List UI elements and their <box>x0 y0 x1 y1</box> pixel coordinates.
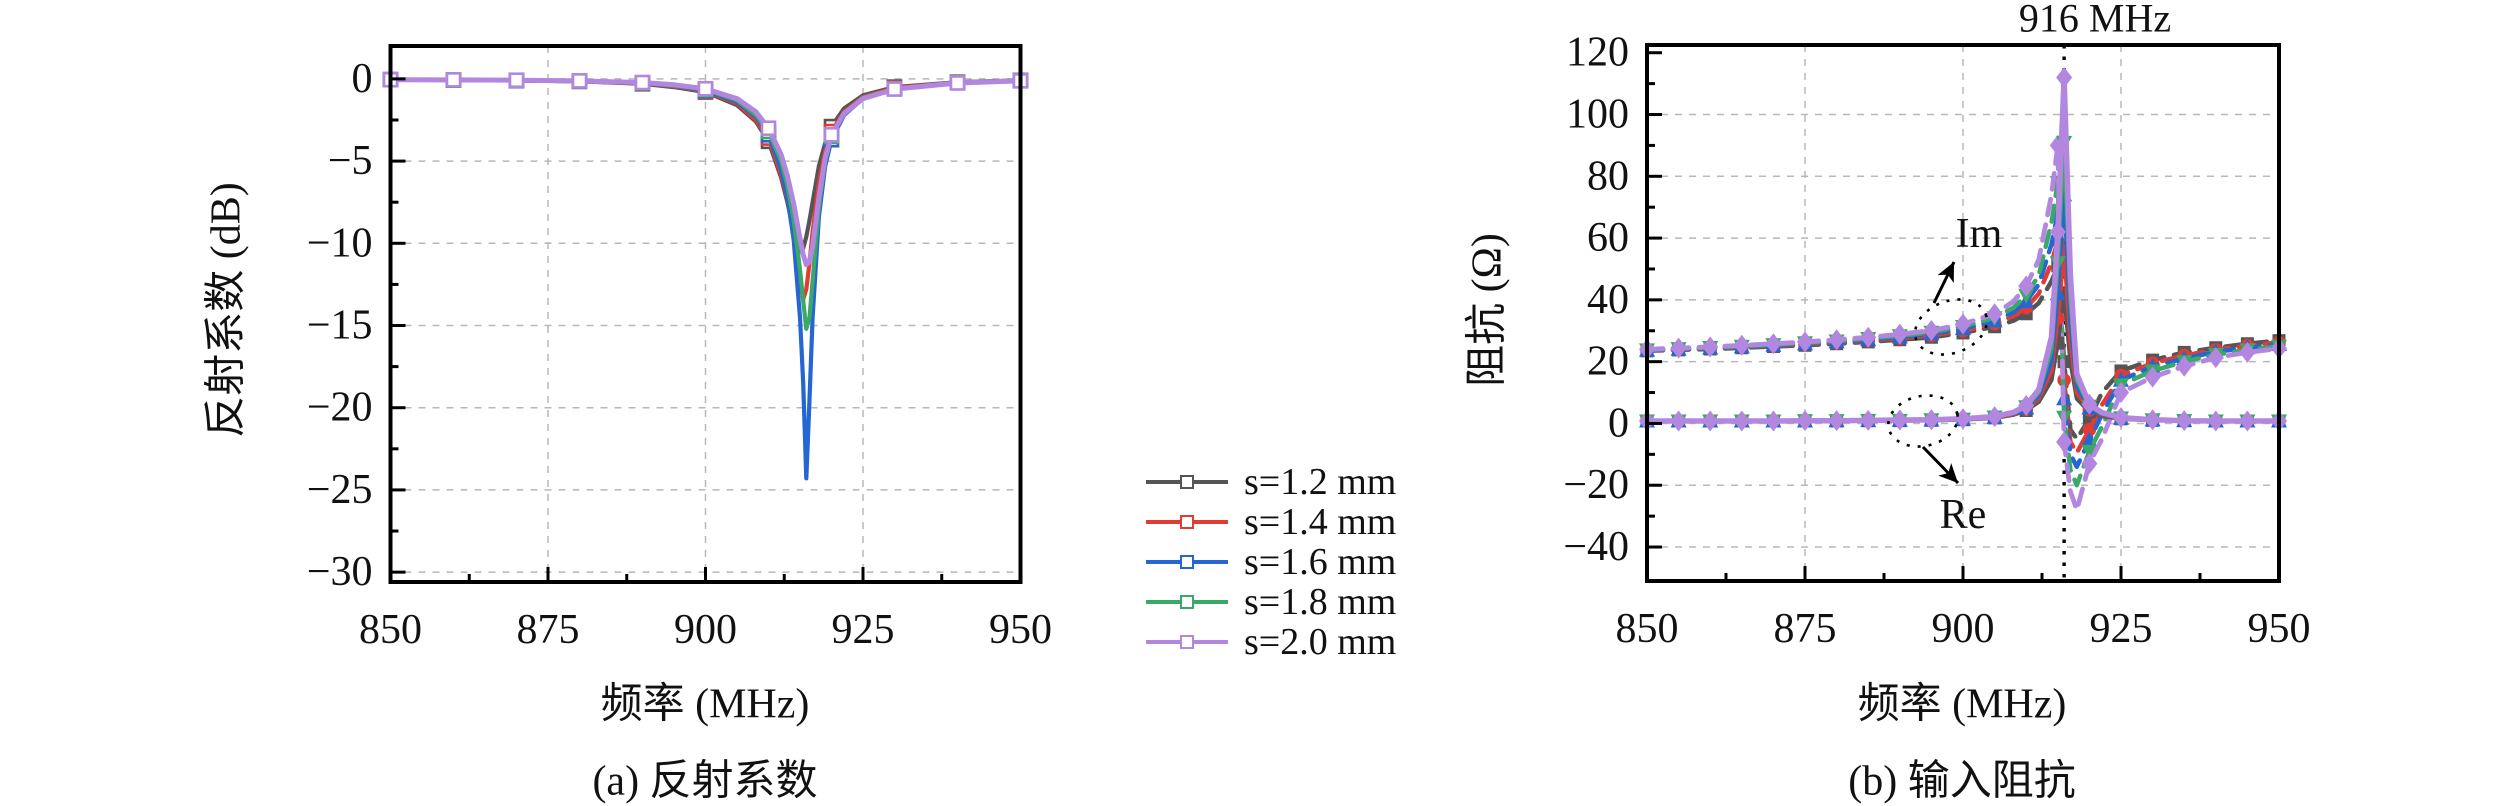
x-tick-label: 850 <box>1616 606 1679 652</box>
left-chart-caption: (a) 反射系数 <box>592 758 818 805</box>
gridlines <box>390 46 1021 582</box>
y-tick-label: 0 <box>1608 400 1629 446</box>
x-tick-label: 950 <box>2248 606 2311 652</box>
y-tick-label: −25 <box>307 467 373 513</box>
legend-item: s=2.0 mm <box>1146 621 1397 663</box>
y-tick-label: 40 <box>1587 277 1629 323</box>
axis-ticks <box>1645 51 2281 581</box>
legend-item: s=1.2 mm <box>1146 461 1397 503</box>
x-tick-label: 850 <box>359 607 422 653</box>
legend-item-label: s=1.8 mm <box>1244 581 1397 623</box>
real-part-annotation: Re <box>1939 492 1987 538</box>
im-callout-ellipse <box>1913 298 1989 356</box>
left-x-axis-label: 频率 (MHz) <box>600 681 810 728</box>
right-chart-caption: (b) 输入阻抗 <box>1848 758 2076 805</box>
im-callout-arrow <box>1932 261 1956 304</box>
legend-swatch <box>1146 512 1228 532</box>
y-tick-label: 120 <box>1566 30 1629 76</box>
y-tick-label: −40 <box>1563 524 1629 570</box>
series-im-s-2-0-mm <box>1639 134 2287 513</box>
legend-item: s=1.6 mm <box>1146 541 1397 583</box>
legend: s=1.2 mm s=1.4 mm s=1.6 mm s=1.8 mm s=2.… <box>1146 461 1397 663</box>
legend-swatch <box>1146 472 1228 492</box>
x-tick-label: 925 <box>2090 606 2153 652</box>
y-tick-label: −20 <box>1563 462 1629 508</box>
chart-reflection: 850 875 900 925 950 0 −5 −10 −15 −20 −25 −30 <box>307 44 1052 653</box>
left-y-axis-label: 反射系数 (dB) <box>203 182 250 438</box>
legend-item: s=1.8 mm <box>1146 581 1397 623</box>
legend-item-label: s=1.6 mm <box>1244 541 1397 583</box>
x-tick-label: 875 <box>1774 606 1837 652</box>
y-tick-label: −5 <box>328 138 373 184</box>
imaginary-part-annotation: Im <box>1955 211 2003 257</box>
x-tick-label: 925 <box>832 607 895 653</box>
x-tick-label: 875 <box>517 607 580 653</box>
annotation-callouts <box>1887 261 1989 485</box>
series-re-s-2-0-mm <box>1639 66 2287 432</box>
gridlines <box>1647 45 2279 581</box>
y-tick-label: 100 <box>1566 92 1629 138</box>
axis-tick-labels: 850 875 900 925 950 120 100 80 60 40 20 0 −20 −40 <box>1563 30 2310 652</box>
legend-item-label: s=1.2 mm <box>1244 461 1397 503</box>
y-tick-label: −15 <box>307 303 373 349</box>
x-tick-label: 950 <box>989 607 1052 653</box>
resonance-frequency-label: 916 MHz <box>2018 0 2172 41</box>
y-tick-label: −10 <box>307 220 373 266</box>
legend-item-label: s=2.0 mm <box>1244 621 1397 663</box>
axis-tick-labels: 850 875 900 925 950 0 −5 −10 −15 −20 −25 −30 <box>307 56 1052 653</box>
chart-impedance: 850 875 900 925 950 120 100 80 60 40 20 0 −20 −40 <box>1563 30 2310 652</box>
series-s-2-0-mm <box>382 71 1029 268</box>
x-tick-label: 900 <box>1932 606 1995 652</box>
re-callout-arrow <box>1921 445 1960 485</box>
legend-swatch <box>1146 632 1228 652</box>
re-callout-ellipse <box>1887 394 1959 448</box>
y-tick-label: 20 <box>1587 339 1629 385</box>
right-y-axis-label: 阻抗 (Ω) <box>1464 233 1511 387</box>
y-tick-label: −20 <box>307 385 373 431</box>
legend-swatch <box>1146 552 1228 572</box>
right-x-axis-label: 频率 (MHz) <box>1857 681 2067 728</box>
y-tick-label: 0 <box>352 56 373 102</box>
legend-item-label: s=1.4 mm <box>1244 501 1397 543</box>
x-tick-label: 900 <box>674 607 737 653</box>
y-tick-label: 60 <box>1587 215 1629 261</box>
y-tick-label: 80 <box>1587 153 1629 199</box>
legend-swatch <box>1146 592 1228 612</box>
legend-item: s=1.4 mm <box>1146 501 1397 543</box>
y-tick-label: −30 <box>307 549 373 595</box>
axis-ticks <box>389 77 1022 582</box>
